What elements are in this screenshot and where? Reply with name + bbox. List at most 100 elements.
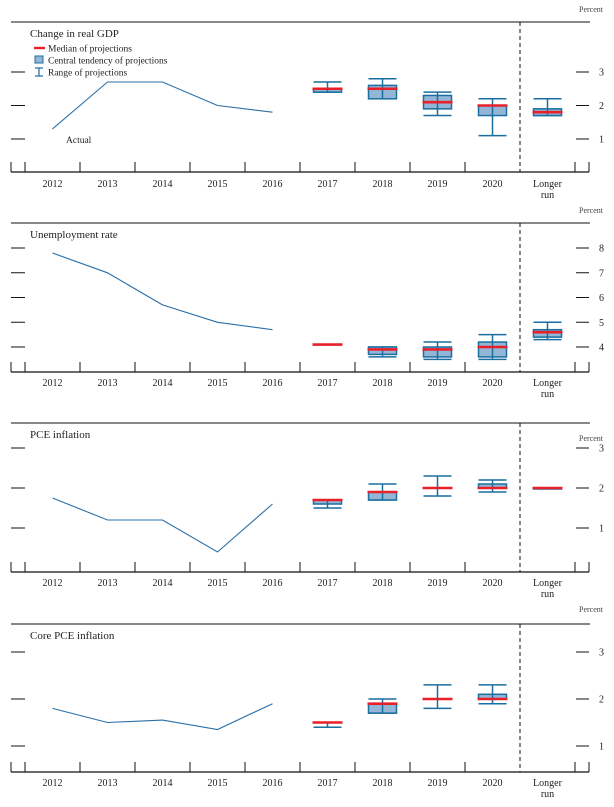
x-tick-label: 2014 xyxy=(153,578,173,589)
projection-2019 xyxy=(422,475,453,497)
y-tick-label: 3 xyxy=(599,648,604,659)
x-tick-label: 2020 xyxy=(483,179,503,190)
legend-range-label: Range of projections xyxy=(48,68,127,79)
x-tick-label-line: Longer xyxy=(533,179,563,190)
x-tick-label: 2018 xyxy=(373,578,393,589)
panel-title: Core PCE inflation xyxy=(30,630,115,642)
x-tick-label: 2017 xyxy=(318,778,338,789)
projection-2018 xyxy=(367,77,398,100)
projection-longer-run xyxy=(532,321,563,341)
x-tick-label: 2013 xyxy=(98,179,118,190)
x-tick-label: 2016 xyxy=(263,778,283,789)
actual-series-line xyxy=(52,703,273,731)
projection-2018 xyxy=(367,698,398,714)
x-tick-label: 2018 xyxy=(373,378,393,389)
panel-unemployment-rate: 2012 2013 2014 2015 2016 2017 2018 2019 2020 Long… xyxy=(10,206,604,400)
x-tick-label: 2016 xyxy=(263,578,283,589)
x-tick-label: 2013 xyxy=(98,378,118,389)
x-tick-label: 2018 xyxy=(373,179,393,190)
y-tick-label: 6 xyxy=(599,293,604,304)
actual-label: Actual xyxy=(66,136,92,146)
y-tick-label: 8 xyxy=(599,244,604,255)
y-tick-label: 2 xyxy=(599,101,604,112)
y-tick-label: 2 xyxy=(599,695,604,706)
x-tick-label: 2017 xyxy=(318,378,338,389)
x-tick-label: 2014 xyxy=(153,778,173,789)
projection-2017 xyxy=(312,498,343,509)
x-tick-label-line: run xyxy=(541,190,554,201)
x-tick-label: 2016 xyxy=(263,179,283,190)
x-tick-label-line: run xyxy=(541,789,554,800)
panel-core-pce-inflation: 2012 2013 2014 2015 2016 2017 2018 2019 2020 Long… xyxy=(10,605,604,800)
panel-pce-inflation: 2012 2013 2014 2015 2016 2017 2018 2019 2020 Long… xyxy=(10,422,604,600)
x-tick-label: 2012 xyxy=(43,179,63,190)
x-tick-label-line: run xyxy=(541,389,554,400)
y-tick-label: 3 xyxy=(599,444,604,455)
x-tick-label-line: Longer xyxy=(533,778,563,789)
y-tick-label: 2 xyxy=(599,484,604,495)
x-tick-label: 2020 xyxy=(483,378,503,389)
panel-title: Change in real GDP xyxy=(30,28,119,40)
x-tick-label: 2013 xyxy=(98,778,118,789)
x-tick-label: 2016 xyxy=(263,378,283,389)
y-tick-label: 4 xyxy=(599,343,604,354)
projection-2018 xyxy=(367,346,398,358)
x-tick-label: 2012 xyxy=(43,778,63,789)
x-tick-label: 2017 xyxy=(318,179,338,190)
projection-2019 xyxy=(422,91,453,117)
x-tick-label: 2013 xyxy=(98,578,118,589)
x-tick-label: 2020 xyxy=(483,578,503,589)
projection-2020 xyxy=(477,479,508,493)
projection-longer-run xyxy=(532,486,563,490)
x-tick-label: 2020 xyxy=(483,778,503,789)
panel-title: PCE inflation xyxy=(30,429,91,441)
legend-central-tendency-swatch xyxy=(34,55,44,64)
projection-longer-run xyxy=(532,98,563,117)
y-tick-label: 1 xyxy=(599,135,604,146)
legend-central-tendency-label: Central tendency of projections xyxy=(48,56,168,67)
x-tick-label: 2012 xyxy=(43,578,63,589)
y-tick-label: 5 xyxy=(599,318,604,329)
projection-2017 xyxy=(312,721,343,728)
x-tick-label: 2019 xyxy=(428,778,448,789)
x-tick-label: 2019 xyxy=(428,179,448,190)
x-tick-label-line: Longer xyxy=(533,378,563,389)
projection-2018 xyxy=(367,483,398,501)
projection-2020 xyxy=(477,684,508,705)
panel-title: Unemployment rate xyxy=(30,229,118,241)
x-tick-label: 2015 xyxy=(208,179,228,190)
y-tick-label: 3 xyxy=(599,68,604,79)
x-tick-label: 2015 xyxy=(208,778,228,789)
y-tick-label: 1 xyxy=(599,742,604,753)
unit-label: Percent xyxy=(579,434,604,443)
projection-2020 xyxy=(477,98,508,137)
x-tick-label: 2017 xyxy=(318,578,338,589)
x-tick-label: 2014 xyxy=(153,378,173,389)
x-tick-label-longer-run: Longer run xyxy=(533,778,563,800)
x-tick-label: 2012 xyxy=(43,378,63,389)
actual-series-line xyxy=(52,497,273,553)
x-tick-label: 2019 xyxy=(428,378,448,389)
projection-2020 xyxy=(477,333,508,361)
x-tick-label-longer-run: Longer run xyxy=(533,378,563,400)
panel-change-in-real-gdp: 2012 2013 2014 2015 2016 2017 2018 2019 2020 Long… xyxy=(10,5,604,201)
x-tick-label: 2019 xyxy=(428,578,448,589)
x-tick-label-line: Longer xyxy=(533,578,563,589)
y-tick-label: 1 xyxy=(599,524,604,535)
actual-series-line xyxy=(52,81,273,130)
actual-series-line xyxy=(52,252,273,331)
x-tick-label-longer-run: Longer run xyxy=(533,179,563,201)
x-tick-label: 2015 xyxy=(208,578,228,589)
y-tick-label: 7 xyxy=(599,268,604,279)
x-tick-label-longer-run: Longer run xyxy=(533,578,563,600)
x-tick-label: 2015 xyxy=(208,378,228,389)
projection-2017 xyxy=(312,81,343,93)
x-tick-label: 2018 xyxy=(373,778,393,789)
legend-median-label: Median of projections xyxy=(48,44,132,55)
x-tick-label-line: run xyxy=(541,589,554,600)
projection-2019 xyxy=(422,684,453,710)
unit-label: Percent xyxy=(579,605,604,614)
projection-2019 xyxy=(422,341,453,361)
